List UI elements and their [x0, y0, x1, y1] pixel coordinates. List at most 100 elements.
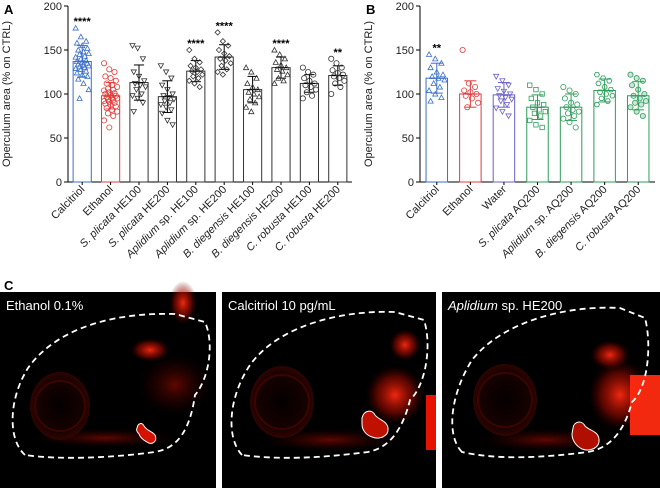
data-point-b-diegensis-he100: [242, 103, 250, 110]
data-point-b-diegensis-he200: [272, 58, 280, 65]
data-point-b-diegensis-he200: [282, 64, 290, 71]
data-point-calcitriol: [436, 83, 444, 90]
bar-b-diegensis-he100: [243, 89, 263, 183]
data-point-b-diegensis-he200: [275, 74, 282, 81]
data-point-calcitriol: [81, 52, 89, 59]
data-point-calcitriol: [73, 39, 81, 46]
data-point-ethanol: [114, 108, 121, 115]
data-point-water: [499, 78, 506, 85]
data-point-c-robusta-he200: [336, 75, 343, 82]
data-point-ethanol: [459, 47, 466, 54]
data-point-s-plicata-aq200: [527, 117, 533, 124]
data-point-s-plicata-aq200: [533, 122, 539, 128]
data-point-b-diegensis-he200: [271, 80, 278, 86]
data-point-ethanol: [465, 80, 472, 87]
y-tick-label: 100: [44, 89, 62, 101]
data-point-c-robusta-he100: [301, 75, 308, 82]
data-point-c-robusta-he100: [306, 77, 313, 84]
data-point-b-diegensis-aq200: [607, 86, 614, 93]
bar-aplidium-sp-he100: [186, 70, 206, 183]
data-point-aplidium-sp-he100: [196, 59, 203, 66]
data-point-water: [505, 82, 512, 89]
data-point-c-robusta-he100: [299, 95, 306, 102]
data-point-s-plicata-aq200: [534, 100, 541, 106]
data-point-b-diegensis-he100: [253, 74, 260, 81]
data-point-s-plicata-he200: [166, 100, 174, 107]
data-point-s-plicata-he200: [165, 95, 172, 101]
y-tick-label: 0: [408, 177, 414, 189]
data-point-s-plicata-he200: [162, 69, 170, 76]
data-point-b-diegensis-he200: [276, 50, 283, 57]
data-point-b-diegensis-he200: [271, 46, 278, 53]
data-point-calcitriol: [82, 37, 90, 44]
bar-b-diegensis-aq200: [593, 89, 616, 183]
data-point-b-diegensis-he200: [280, 77, 287, 84]
data-point-b-diegensis-he100: [249, 83, 256, 90]
data-point-b-diegensis-he200: [277, 61, 285, 68]
data-point-water: [499, 109, 506, 116]
data-point-calcitriol: [431, 90, 439, 97]
data-point-ethanol: [106, 124, 113, 131]
data-point-b-diegensis-aq200: [604, 98, 611, 104]
data-point-aplidium-sp-he200: [215, 46, 223, 54]
data-point-aplidium-sp-he100: [199, 71, 206, 78]
data-point-c-robusta-he200: [338, 64, 345, 71]
data-point-b-diegensis-he100: [245, 88, 252, 95]
data-point-s-plicata-aq200: [536, 107, 542, 113]
data-point-s-plicata-he100: [129, 93, 136, 100]
data-point-s-plicata-he100: [131, 80, 139, 87]
micrograph-ethanol: [0, 281, 216, 488]
data-point-calcitriol: [85, 50, 93, 56]
chart-panel-b: 0 50 100 150 200 Operculum area (% on CTRL) **…: [363, 1, 655, 261]
data-point-ethanol: [475, 99, 482, 106]
data-point-b-diegensis-he100: [246, 95, 254, 102]
data-point-s-plicata-he100: [130, 69, 138, 76]
data-point-s-plicata-he200: [170, 96, 178, 103]
panel-letter-b: B: [366, 2, 375, 17]
data-point-s-plicata-aq200: [541, 101, 547, 108]
data-point-ethanol: [464, 104, 471, 111]
y-axis-title: Operculum area (% on CTRL): [1, 21, 13, 167]
data-point-b-diegensis-aq200: [603, 91, 610, 97]
y-tick-label: 0: [56, 177, 62, 189]
data-point-ethanol: [468, 95, 475, 102]
data-point-b-diegensis-he100: [244, 80, 251, 86]
data-point-c-robusta-he200: [329, 67, 336, 74]
data-point-water: [496, 93, 503, 100]
data-point-aplidium-sp-he200: [219, 38, 227, 45]
data-point-s-plicata-he100: [130, 109, 138, 116]
data-point-b-diegensis-he200: [284, 71, 291, 78]
data-point-s-plicata-he100: [134, 95, 141, 102]
x-tick-label-ethanol: Ethanol: [441, 184, 476, 219]
data-point-ethanol: [462, 92, 469, 99]
significance-aplidium-sp-he200: ****: [216, 20, 234, 32]
data-point-c-robusta-he100: [311, 80, 318, 87]
y-tick-label: 150: [44, 45, 62, 57]
data-point-calcitriol: [72, 24, 79, 31]
panel-letter-a: A: [4, 2, 14, 17]
data-point-s-plicata-he100: [135, 73, 143, 80]
data-point-s-plicata-he100: [142, 84, 149, 91]
data-point-aplidium-sp-he100: [195, 74, 202, 82]
data-point-aplidium-sp-aq200: [574, 101, 581, 108]
data-point-calcitriol: [433, 68, 441, 75]
data-point-calcitriol: [84, 72, 91, 79]
data-point-c-robusta-he100: [309, 92, 316, 99]
data-point-calcitriol: [81, 64, 89, 71]
data-point-b-diegensis-he100: [248, 108, 255, 115]
bar-calcitriol: [72, 60, 92, 183]
bar-b-diegensis-he200: [271, 67, 291, 183]
x-tick-label-calcitriol: Calcitriol: [404, 184, 442, 222]
data-point-s-plicata-he200: [169, 91, 176, 98]
data-point-calcitriol: [438, 94, 445, 100]
data-point-s-plicata-he200: [164, 117, 171, 124]
data-point-ethanol: [471, 83, 478, 90]
data-point-c-robusta-he200: [328, 55, 335, 62]
data-point-aplidium-sp-aq200: [572, 91, 579, 98]
data-point-calcitriol: [74, 75, 82, 82]
data-point-b-diegensis-aq200: [609, 93, 616, 99]
data-point-ethanol: [108, 106, 115, 113]
data-point-calcitriol: [441, 76, 448, 83]
data-point-c-robusta-he100: [303, 89, 310, 96]
chart-panel-a: 0 50 100 150 200 Operculum area (% on CTRL) **…: [1, 1, 352, 261]
